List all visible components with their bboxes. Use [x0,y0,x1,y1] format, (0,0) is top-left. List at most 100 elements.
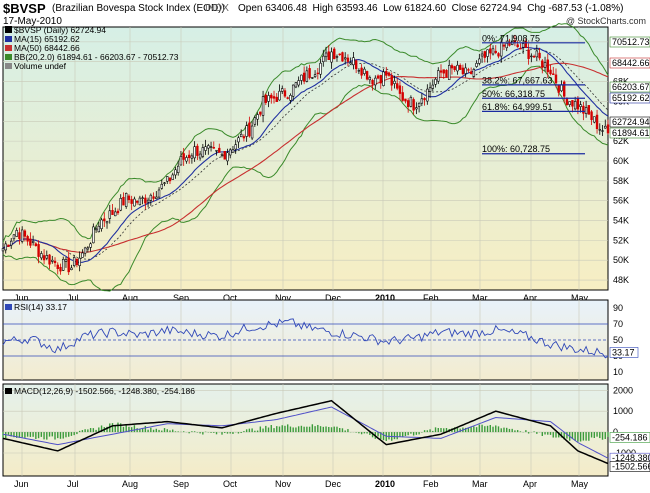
candle-body [478,58,481,64]
candle-body [316,72,320,75]
low-value: 61824.60 [404,3,447,14]
candle-body [363,68,366,74]
candle-body [313,74,317,77]
macd-signal-line [2,406,609,459]
candle-body [604,125,607,129]
candle-body [302,72,306,82]
macd-x-tick: Feb [423,479,439,489]
fib-label: 50%: 66,318.75 [482,89,545,99]
candle-body [264,94,268,103]
candle-body [330,51,333,63]
candle-body [606,124,610,134]
candle-body [116,210,120,214]
candle-body [406,100,410,108]
price-x-tick: Dec [325,293,342,303]
candle-body [546,59,549,73]
candle-body [532,55,536,58]
candle-body [357,70,361,72]
candle-body [144,197,147,204]
candle-body [431,84,434,89]
candle-body [122,196,125,206]
candle-body [108,210,111,219]
candle-body [538,52,541,59]
candle-body [53,260,57,264]
candle-body [297,80,300,86]
candle-body [412,99,415,111]
price-y-tick: 60K [613,156,629,166]
candle-body [442,69,445,74]
price-x-tick: Oct [223,293,238,303]
candle-body [163,182,166,184]
candle-body [308,68,311,79]
ma15-line [2,46,609,263]
candle-body [283,90,287,97]
price-right-label: 61894.61 [612,128,650,138]
candle-body [333,48,336,60]
rsi-title: RSI(14) 33.17 [14,302,67,312]
candle-body [439,70,443,73]
price-series-title: $BVSP (Daily) 62724.94 [14,25,106,35]
candle-body [576,98,580,110]
candle-body [445,70,448,78]
candle-body [401,92,404,101]
candle-body [530,55,533,58]
open-value: 63406.48 [265,3,307,14]
candle-body [237,137,240,143]
candle-body [1,248,5,252]
price-panel: 48K50K52K54K56K58K60K62K64K66K68K70K72K0… [1,22,650,303]
candle-body [456,64,459,72]
legend-entry: MA(50) 68442.66 [14,43,80,53]
candle-body [448,65,451,80]
fib-label: 0%: 71,908.75 [482,33,540,43]
candle-body [464,67,467,74]
candle-body [94,228,98,231]
rsi-right-label-box [609,347,639,358]
candle-body [324,52,328,58]
candle-body [51,259,54,262]
price-right-label: 65192.62 [612,93,650,103]
macd-right-label-box [609,432,650,443]
price-x-tick: Mar [472,293,488,303]
macd-y-tick: 2000 [613,385,633,395]
candle-body [461,67,465,75]
candle-body [502,44,506,47]
candle-body [97,225,101,233]
candle-body [218,147,221,153]
candle-body [374,77,377,86]
candle-body [483,51,487,58]
candle-body [130,199,133,204]
candle-body [560,84,563,92]
candle-body [100,219,103,229]
candle-body [105,221,109,224]
candle-body [349,62,352,65]
candle-body [467,69,470,71]
candle-body [261,96,265,116]
candle-body [387,72,391,76]
ma50-line [2,62,609,253]
macd-right-label: -254.186 [612,432,648,442]
candle-body [415,107,418,110]
candle-body [152,196,155,199]
candle-body [354,60,358,70]
candle-body [587,105,591,115]
candle-body [554,74,558,84]
candle-body [294,82,298,88]
candle-body [420,98,424,104]
macd-legend-swatch [5,388,12,394]
candle-body [48,254,51,265]
price-right-label-box [609,81,650,93]
candle-body [4,243,7,251]
candle-body [404,98,407,102]
price-y-tick: 68K [613,77,629,87]
price-y-tick: 62K [613,136,629,146]
candle-body [207,145,210,149]
candle-body [75,258,79,266]
candle-body [239,133,243,138]
candle-body [127,195,131,200]
candle-body [469,71,473,74]
legend-entry: BB(20,2.0) 61894.61 - 66203.67 - 70512.7… [14,52,179,62]
candle-body [584,107,588,115]
price-x-tick: May [571,293,589,303]
macd-x-tick: Oct [223,479,238,489]
candle-body [286,97,289,99]
